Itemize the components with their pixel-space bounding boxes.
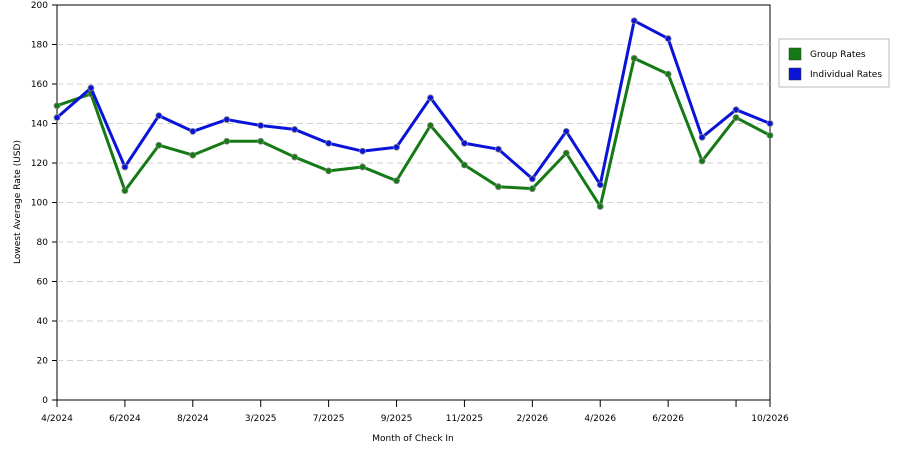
data-point xyxy=(155,112,163,119)
data-point xyxy=(189,151,197,159)
x-tick-label: 4/2024 xyxy=(41,414,73,424)
data-point xyxy=(461,139,468,147)
y-tick-label: 80 xyxy=(37,238,49,248)
data-point xyxy=(494,183,502,191)
y-tick-label: 200 xyxy=(31,1,48,11)
data-point xyxy=(359,147,366,155)
data-point xyxy=(664,35,672,42)
data-point xyxy=(732,114,740,121)
legend-swatch xyxy=(788,47,802,61)
data-point xyxy=(325,139,333,147)
data-point xyxy=(664,70,672,78)
data-point xyxy=(223,137,231,145)
data-point xyxy=(257,122,265,129)
series-line xyxy=(56,56,771,208)
x-tick-label: 3/2025 xyxy=(245,414,277,424)
legend-label: Individual Rates xyxy=(810,70,882,80)
data-point xyxy=(393,177,400,185)
data-point xyxy=(359,163,366,171)
data-point xyxy=(325,167,333,175)
data-point xyxy=(562,127,570,135)
data-point xyxy=(291,153,299,161)
x-tick-label: 11/2025 xyxy=(446,414,483,424)
x-tick-label: 9/2025 xyxy=(381,414,413,424)
data-point xyxy=(732,106,740,114)
data-point xyxy=(461,161,468,169)
x-tick-label: 6/2026 xyxy=(652,414,684,424)
x-tick-label: 6/2024 xyxy=(109,414,141,424)
data-point xyxy=(596,203,604,210)
x-tick-label: 8/2024 xyxy=(177,414,209,424)
y-tick-label: 60 xyxy=(37,278,49,288)
x-axis-label: Month of Check In xyxy=(372,434,454,444)
data-point xyxy=(257,137,265,145)
y-tick-label: 20 xyxy=(37,357,49,367)
x-tick-label: 10/2026 xyxy=(751,414,789,424)
data-point xyxy=(766,120,774,127)
x-tick-label: 7/2025 xyxy=(313,414,345,424)
x-tick-label: 2/2026 xyxy=(516,414,548,424)
data-point xyxy=(53,102,61,110)
y-tick-label: 120 xyxy=(31,159,48,169)
data-point xyxy=(766,131,774,139)
data-point xyxy=(630,17,638,25)
y-tick-label: 180 xyxy=(31,41,48,51)
y-tick-label: 40 xyxy=(37,317,49,327)
y-tick-label: 160 xyxy=(31,80,48,90)
data-point xyxy=(53,114,61,121)
x-tick-label: 4/2026 xyxy=(584,414,616,424)
data-point xyxy=(393,143,400,151)
y-axis-label: Lowest Average Rate (USD) xyxy=(13,140,23,264)
data-point xyxy=(87,84,95,92)
data-point xyxy=(291,126,299,133)
data-point xyxy=(427,122,434,129)
data-point xyxy=(223,116,231,123)
data-point xyxy=(698,133,706,141)
data-point xyxy=(528,185,536,193)
data-point xyxy=(528,175,536,183)
data-point xyxy=(494,145,502,153)
data-point xyxy=(427,94,434,102)
data-point xyxy=(189,127,197,135)
data-point xyxy=(155,141,163,149)
data-point xyxy=(630,54,638,62)
data-point xyxy=(121,187,129,195)
data-point xyxy=(596,181,604,189)
series-line xyxy=(56,19,771,187)
legend-label: Group Rates xyxy=(810,50,866,60)
y-tick-label: 140 xyxy=(31,120,48,130)
legend-swatch xyxy=(788,67,802,81)
y-tick-label: 100 xyxy=(31,199,48,209)
plot-area xyxy=(56,4,771,401)
data-point xyxy=(698,157,706,165)
data-point xyxy=(562,149,570,157)
data-point xyxy=(121,163,129,171)
y-tick-label: 0 xyxy=(42,396,48,406)
